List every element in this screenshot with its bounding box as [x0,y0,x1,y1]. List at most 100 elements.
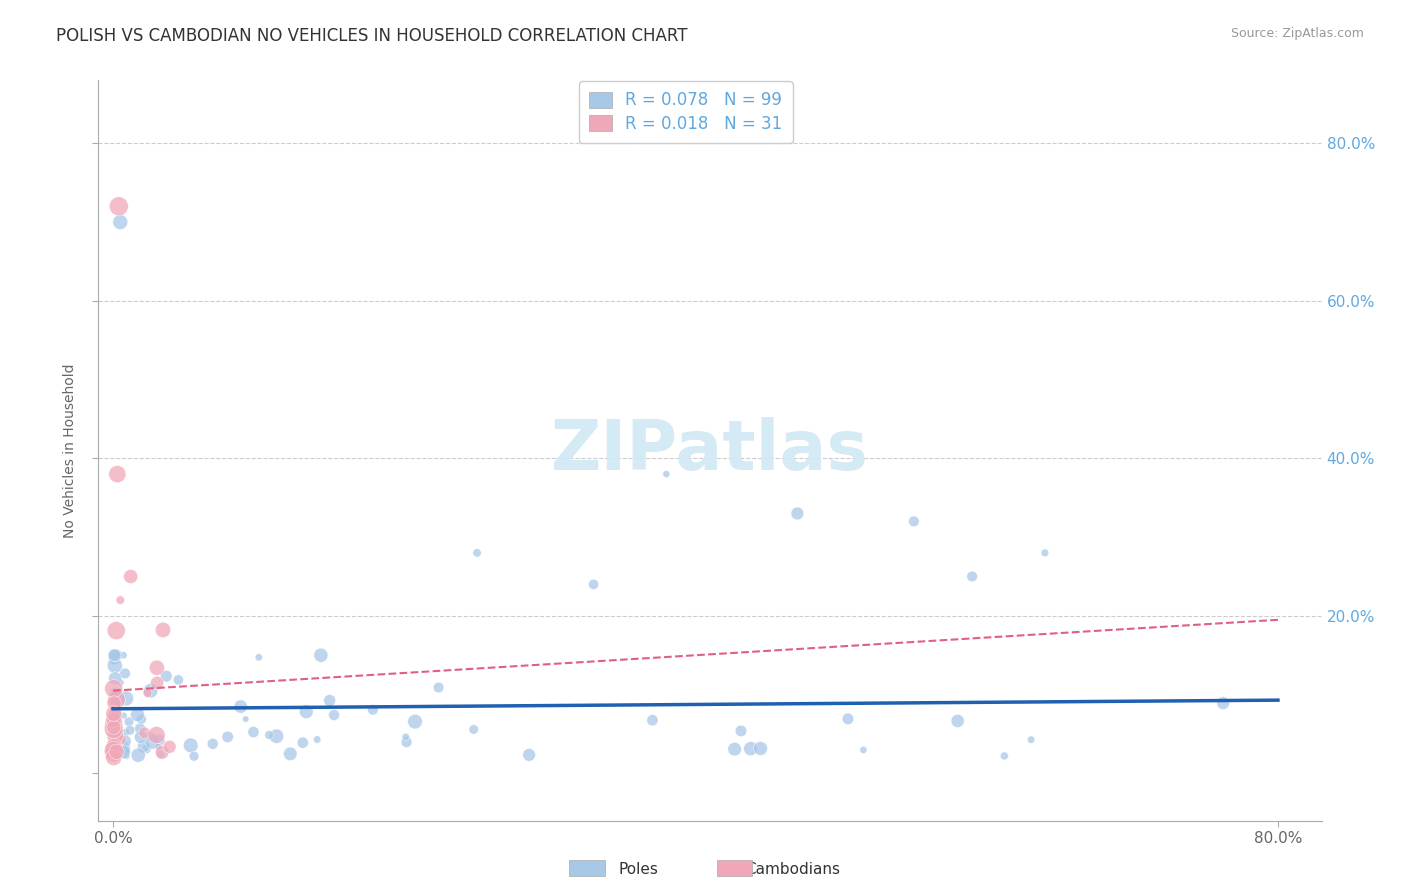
Point [278,747,301,761]
Point [242,725,264,739]
Point [1033,546,1056,560]
Point [730,723,752,738]
Point [146,739,169,754]
Point [136,686,159,700]
Point [309,648,332,663]
Point [115,691,138,706]
Point [103,738,125,752]
Point [105,745,128,759]
Point [104,672,127,686]
Point [146,676,169,690]
Point [724,742,747,756]
Point [247,650,270,665]
Point [103,739,125,754]
Point [104,725,127,739]
Point [103,742,125,756]
Point [361,703,384,717]
Point [103,750,125,764]
Point [108,742,131,756]
Point [427,681,450,695]
Point [112,648,135,663]
Point [1019,732,1042,747]
Legend: R = 0.078   N = 99, R = 0.018   N = 31: R = 0.078 N = 99, R = 0.018 N = 31 [579,81,793,143]
Point [993,748,1015,763]
Point [395,735,418,749]
Point [112,708,135,723]
Point [295,705,318,719]
Point [960,569,983,583]
Point [217,730,239,744]
Point [107,693,129,707]
Point [152,623,174,637]
Point [135,742,157,756]
Point [103,717,125,731]
Text: Poles: Poles [619,863,658,877]
Point [257,728,280,742]
Point [104,737,127,751]
Point [323,708,346,723]
Point [120,569,142,583]
Point [114,725,136,739]
Point [266,729,288,743]
Point [131,712,153,726]
Text: Cambodians: Cambodians [745,863,841,877]
Point [103,720,125,734]
Y-axis label: No Vehicles in Household: No Vehicles in Household [63,363,77,538]
Point [159,739,181,754]
Point [786,507,808,521]
Point [114,734,136,748]
Point [104,714,127,729]
Point [103,722,125,736]
Point [103,742,125,756]
Point [110,732,132,747]
Point [107,727,129,741]
Point [150,745,173,759]
Point [105,624,128,638]
Point [108,199,131,213]
Point [104,658,127,673]
Point [180,739,202,753]
Point [103,648,125,663]
Point [139,683,162,698]
Point [155,669,177,683]
Point [105,708,128,723]
Point [103,746,125,760]
Text: Source: ZipAtlas.com: Source: ZipAtlas.com [1230,27,1364,40]
Point [463,723,485,737]
Point [103,681,125,696]
Point [103,735,125,749]
Point [946,714,969,728]
Point [229,699,252,714]
Point [852,743,875,757]
Point [740,741,762,756]
Point [103,708,125,723]
Point [132,739,155,754]
Point [129,722,152,736]
Text: ZIPatlas: ZIPatlas [551,417,869,484]
Point [903,514,925,528]
Point [291,736,314,750]
Point [465,546,488,560]
Point [105,692,128,706]
Point [582,577,605,591]
Point [655,467,678,481]
Point [110,215,132,229]
Point [105,648,128,663]
Point [127,748,149,763]
Point [183,749,205,764]
Point [103,688,125,702]
Point [318,693,340,707]
Point [118,714,141,729]
Point [103,747,125,761]
Point [404,714,426,729]
Point [112,741,135,756]
Point [167,673,190,687]
Point [149,747,172,762]
Point [103,706,125,721]
Point [129,730,152,744]
Point [127,707,149,722]
Point [104,747,127,762]
Point [517,747,540,762]
Point [107,742,129,756]
Point [235,712,257,726]
